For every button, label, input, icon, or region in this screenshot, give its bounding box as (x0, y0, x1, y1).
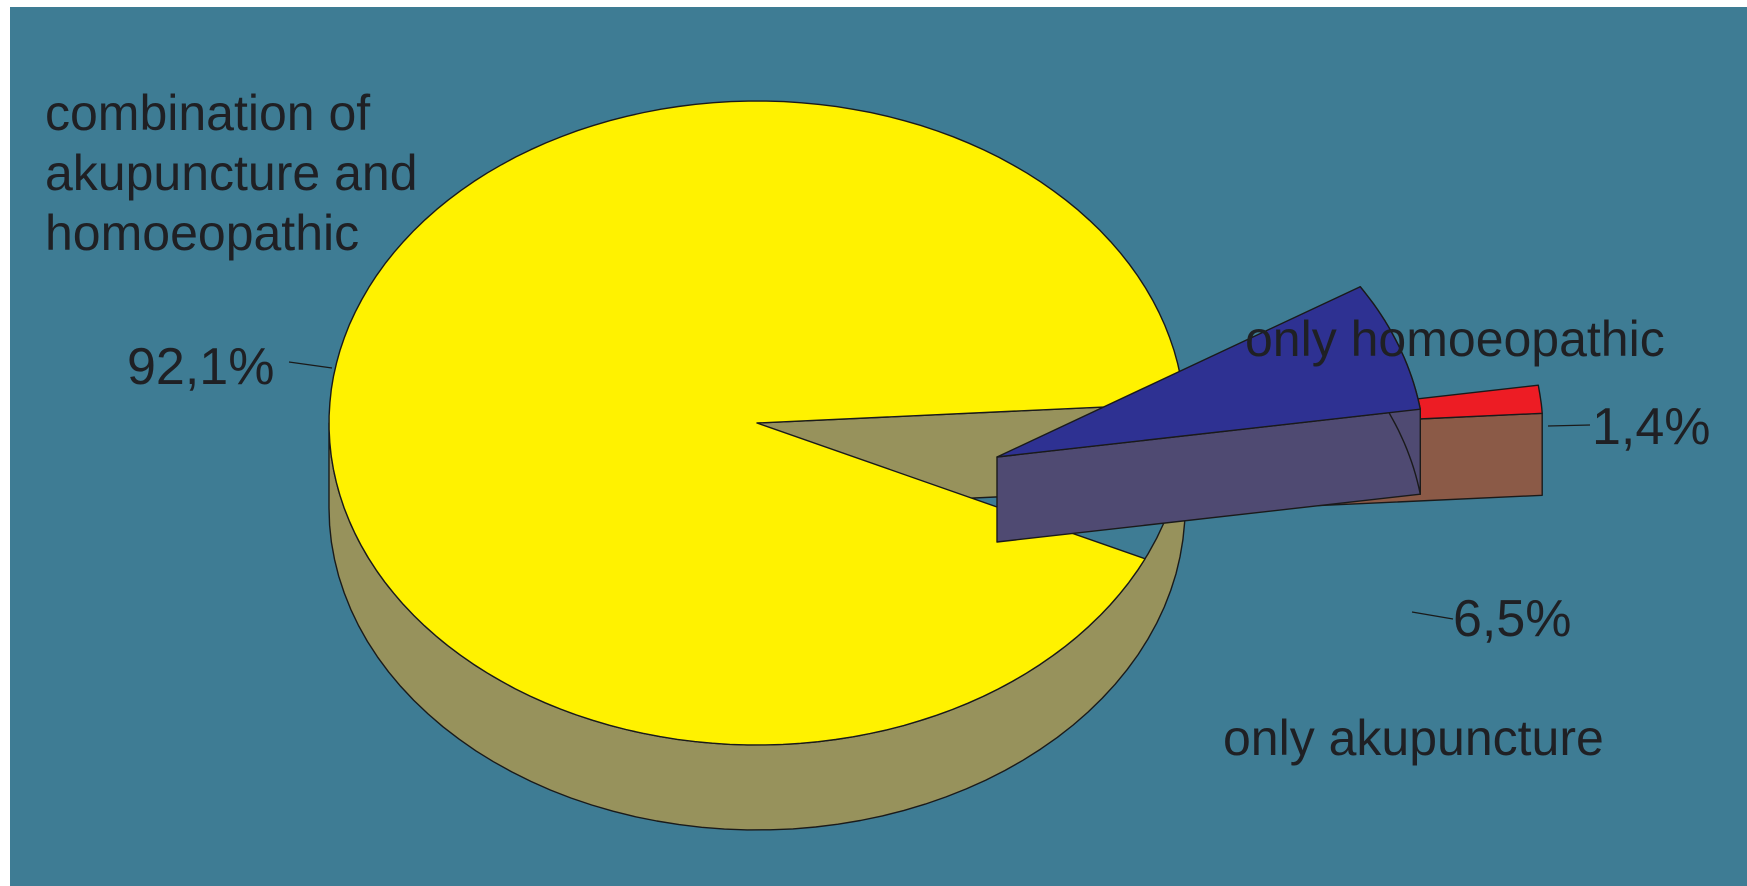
category-label-combination: combination of akupuncture and homoeopat… (45, 85, 431, 261)
category-label-combination-line-1: combination of (45, 85, 370, 141)
category-label-combination-line-2: akupuncture and (45, 145, 418, 201)
value-label-only-homoeopathic: 1,4% (1592, 398, 1711, 456)
category-label-only-akupuncture: only akupuncture (1223, 710, 1604, 766)
slice-only-akupuncture-top (996, 286, 1421, 458)
value-label-combination: 92,1% (127, 338, 274, 396)
slice-combination-top (328, 100, 1185, 746)
slice-only-akupuncture (996, 286, 1421, 543)
leader-line-only-akupuncture (1411, 611, 1454, 620)
category-label-only-homoeopathic: only homoeopathic (1245, 311, 1665, 367)
leader-line-combination (288, 361, 333, 369)
category-label-combination-line-3: homoeopathic (45, 205, 359, 261)
value-label-only-akupuncture: 6,5% (1453, 590, 1572, 648)
leader-line-only-homoeopathic (1547, 424, 1591, 427)
